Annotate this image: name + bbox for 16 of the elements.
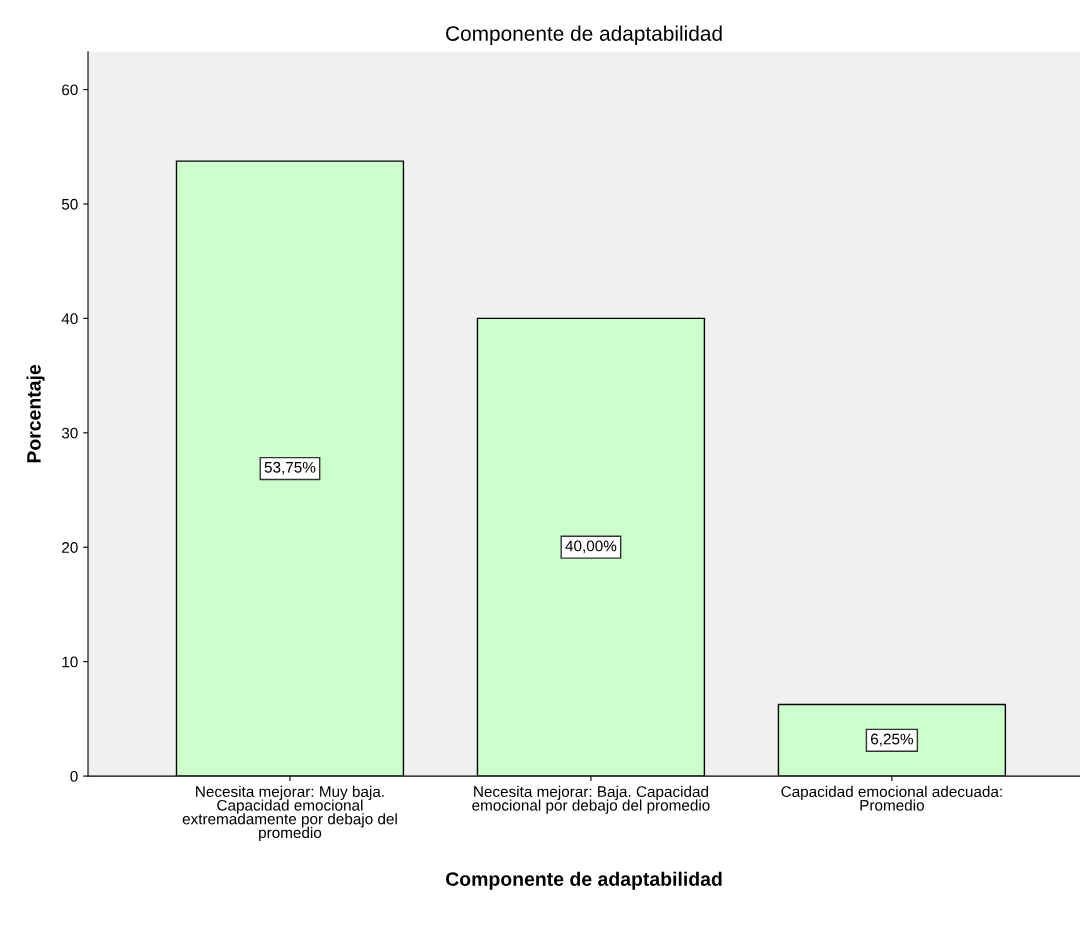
data-label: 6,25%	[871, 733, 914, 747]
y-tick-label: 0	[70, 770, 78, 782]
y-axis-title: Porcentaje	[26, 364, 45, 463]
y-tick-label: 60	[62, 84, 78, 96]
data-label: 40,00%	[565, 540, 617, 554]
x-tick-label: Capacidad emocional adecuada: Promedio	[781, 785, 1002, 811]
x-axis-title: Componente de adaptabilidad	[446, 871, 722, 890]
y-tick-label: 20	[62, 542, 78, 553]
y-tick-label: 50	[61, 198, 78, 210]
y-tick-label: 10	[62, 656, 78, 668]
data-label: 53,75%	[264, 461, 316, 475]
x-tick-label: Necesita mejorar: Muy baja. Capacidad emocional extremadamente por debajo del promedio	[182, 785, 397, 842]
y-tick-label: 30	[61, 427, 78, 439]
chart-title: Componente de adaptabilidad	[446, 25, 722, 46]
x-tick-label: Necesita mejorar: Baja. Capacidad emocional por debajo del promedio	[472, 785, 710, 814]
y-tick-label: 40	[61, 313, 78, 325]
